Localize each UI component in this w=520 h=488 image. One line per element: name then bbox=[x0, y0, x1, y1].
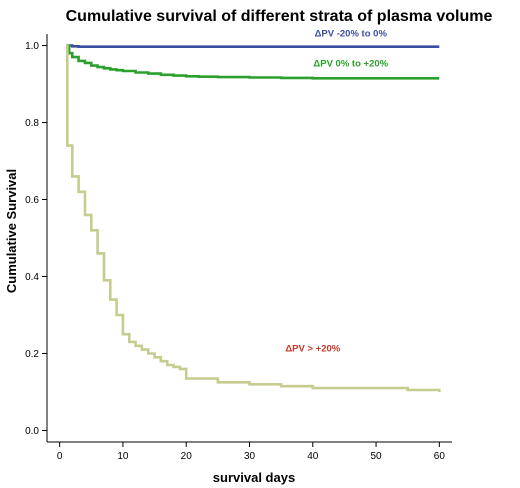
survival-series-line-1 bbox=[66, 44, 440, 48]
chart-title: Cumulative survival of different strata … bbox=[66, 8, 493, 25]
survival-series-line-2 bbox=[66, 44, 440, 80]
x-tick-label: 20 bbox=[181, 451, 193, 462]
y-tick-label: 0.4 bbox=[25, 272, 39, 283]
y-tick-label: 0.0 bbox=[25, 426, 39, 437]
x-tick-label: 10 bbox=[117, 451, 129, 462]
series-annotation-3: ΔPV > +20% bbox=[285, 344, 340, 355]
series-layer bbox=[66, 44, 441, 392]
x-tick-label: 30 bbox=[244, 451, 256, 462]
survival-series-line-3 bbox=[66, 44, 441, 392]
y-tick-label: 0.2 bbox=[25, 349, 39, 360]
y-tick-label: 1.0 bbox=[25, 41, 39, 52]
y-axis-label: Cumulative Survival bbox=[4, 169, 19, 293]
y-tick-label: 0.6 bbox=[25, 195, 39, 206]
series-annotation-2: ΔPV 0% to +20% bbox=[313, 59, 388, 70]
annotation-layer: ΔPV -20% to 0% ΔPV 0% to +20% ΔPV > +20% bbox=[285, 29, 388, 355]
x-tick-label: 60 bbox=[434, 451, 446, 462]
x-tick-label: 0 bbox=[57, 451, 63, 462]
x-tick-label: 50 bbox=[371, 451, 383, 462]
x-tick-label: 40 bbox=[307, 451, 319, 462]
series-annotation-1: ΔPV -20% to 0% bbox=[315, 29, 388, 40]
axes: 0.0 0.2 0.4 0.6 0.8 1.0 0 10 20 30 40 50 60 bbox=[25, 34, 452, 462]
y-tick-label: 0.8 bbox=[25, 118, 39, 129]
x-axis-label: survival days bbox=[213, 470, 295, 485]
